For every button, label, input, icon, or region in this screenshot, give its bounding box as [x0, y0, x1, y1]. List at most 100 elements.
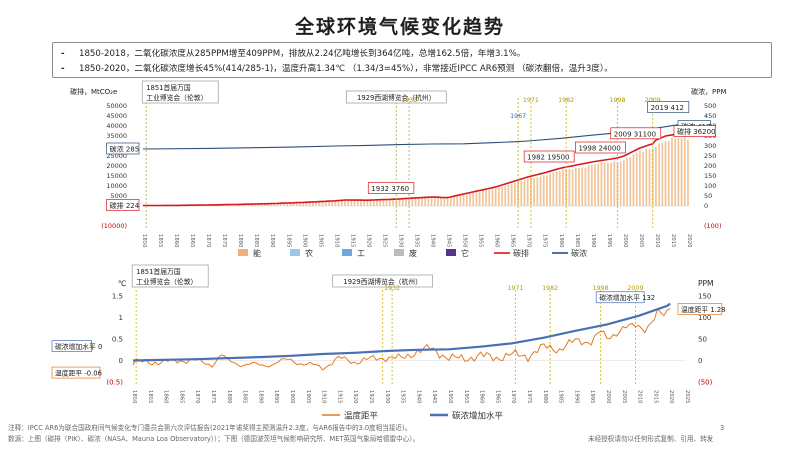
emissions-bar: [504, 185, 507, 206]
x-tick-label: 1900: [289, 390, 295, 404]
emissions-bar: [427, 198, 430, 206]
emissions-bar: [372, 200, 375, 206]
emissions-bar: [574, 167, 577, 206]
annotation-label: 1933: [401, 97, 417, 104]
emissions-bar: [244, 204, 247, 206]
emissions-bar: [360, 200, 362, 206]
emissions-bar: [263, 203, 266, 206]
emissions-bar: [494, 188, 497, 206]
emissions-bar: [286, 203, 289, 206]
summary-box: - 1850-2018，二氧化碳浓度从285PPM增至409PPM，排放从2.24…: [52, 42, 772, 78]
legend-label: 温度距平: [344, 411, 379, 422]
annotation-label: 1971: [523, 97, 539, 104]
emissions-bar: [392, 199, 394, 206]
emissions-bar: [581, 167, 584, 206]
x-tick-label: 1860: [163, 390, 169, 404]
x-tick-label: 1975: [526, 390, 532, 403]
left-tick-label: 1: [119, 314, 123, 322]
x-tick-label: 1995: [589, 390, 595, 403]
emissions-bar: [440, 198, 443, 206]
x-tick-label: 2005: [621, 390, 627, 403]
emissions-bar: [257, 204, 260, 206]
x-tick-label: 1940: [430, 234, 436, 248]
value-label-box: [367, 182, 415, 194]
emissions-bar: [446, 198, 449, 206]
emissions-bar: [379, 200, 382, 206]
emissions-bar: [321, 201, 324, 206]
emissions-bar: [417, 198, 420, 206]
value-label: 温度距平 1.28: [681, 305, 725, 314]
emissions-bar: [299, 202, 301, 206]
value-label-box: [673, 125, 716, 137]
emissions-bar: [366, 200, 369, 206]
value-label: 碳浓 285: [110, 145, 140, 154]
value-label-box: [106, 199, 140, 211]
emissions-bar: [251, 204, 253, 206]
annotation-label: 2009: [645, 97, 661, 104]
left-tick-label: 20000: [106, 162, 127, 170]
x-tick-label: 1945: [446, 234, 452, 247]
x-tick-label: 1965: [510, 234, 516, 247]
right-axis-title: 碳浓，PPM: [691, 87, 726, 96]
x-tick-label: 1920: [365, 234, 371, 248]
x-tick-label: 1975: [542, 234, 548, 247]
emissions-bar: [651, 148, 654, 206]
emissions-bar: [231, 204, 234, 206]
value-label-box: [575, 141, 626, 154]
page-title: 全球环境气候变化趋势: [294, 16, 505, 38]
annotation-label: 工业博览会（伦敦）: [146, 93, 207, 102]
right-axis-title: PPM: [698, 279, 714, 288]
x-tick-label: 1955: [478, 234, 484, 247]
x-tick-label: 1910: [321, 390, 327, 404]
emissions-bar: [558, 171, 561, 206]
emissions-bar: [658, 143, 661, 206]
annotation-label: 1851首届万国: [136, 267, 181, 276]
value-label-box: [647, 101, 690, 113]
x-tick-label: 1855: [157, 234, 163, 247]
x-tick-label: 1855: [147, 390, 153, 403]
right-tick-label: 300: [704, 142, 716, 150]
emissions-bar: [594, 164, 596, 206]
left-tick-label: 0.5: [112, 336, 123, 344]
x-tick-label: 1875: [221, 234, 227, 247]
emissions-bar: [552, 172, 555, 206]
left-tick-label: 40000: [106, 122, 127, 130]
emissions-bar: [603, 163, 606, 206]
annotation-label: 1929西湖博览会（杭州）: [343, 277, 421, 286]
emissions-bar: [542, 175, 545, 206]
emissions-bar: [344, 200, 346, 206]
emissions-bar: [481, 190, 484, 206]
emissions-bar: [456, 196, 459, 206]
x-tick-label: 1890: [257, 390, 263, 404]
emissions-bar: [497, 187, 500, 206]
emissions-bar: [578, 167, 580, 206]
annotation-box: [131, 264, 209, 288]
emissions-bar: [507, 184, 510, 206]
x-tick-label: 1930: [397, 234, 403, 248]
annotation-label: 1967: [510, 113, 526, 120]
emissions-bar: [645, 149, 648, 206]
emissions-bar: [405, 198, 407, 206]
emissions-bar: [388, 199, 391, 206]
copyright-note: 未经授权请勿以任何形式复制、引用、转发: [588, 435, 714, 443]
value-label: 1932 3760: [371, 185, 409, 193]
emissions-bar: [533, 177, 535, 206]
emissions-bar: [606, 162, 609, 206]
emissions-bar: [353, 200, 356, 206]
emissions-bar: [523, 179, 526, 206]
left-tick-label: 5000: [110, 192, 127, 200]
bullet-marker: -: [61, 49, 65, 59]
emissions-line: [142, 132, 689, 207]
x-tick-label: 1960: [494, 234, 500, 248]
x-tick-label: 1885: [242, 390, 248, 403]
right-tick-label: 50: [704, 192, 712, 200]
emissions-bar: [472, 192, 475, 206]
emissions-bar: [292, 202, 295, 206]
x-tick-label: 1895: [285, 234, 291, 247]
emissions-bar: [312, 202, 314, 206]
emissions-bar: [626, 157, 628, 206]
emissions-bar: [539, 176, 542, 206]
x-tick-label: 1870: [205, 234, 211, 248]
emissions-bar: [485, 190, 487, 206]
x-tick-label: 1850: [141, 234, 147, 248]
